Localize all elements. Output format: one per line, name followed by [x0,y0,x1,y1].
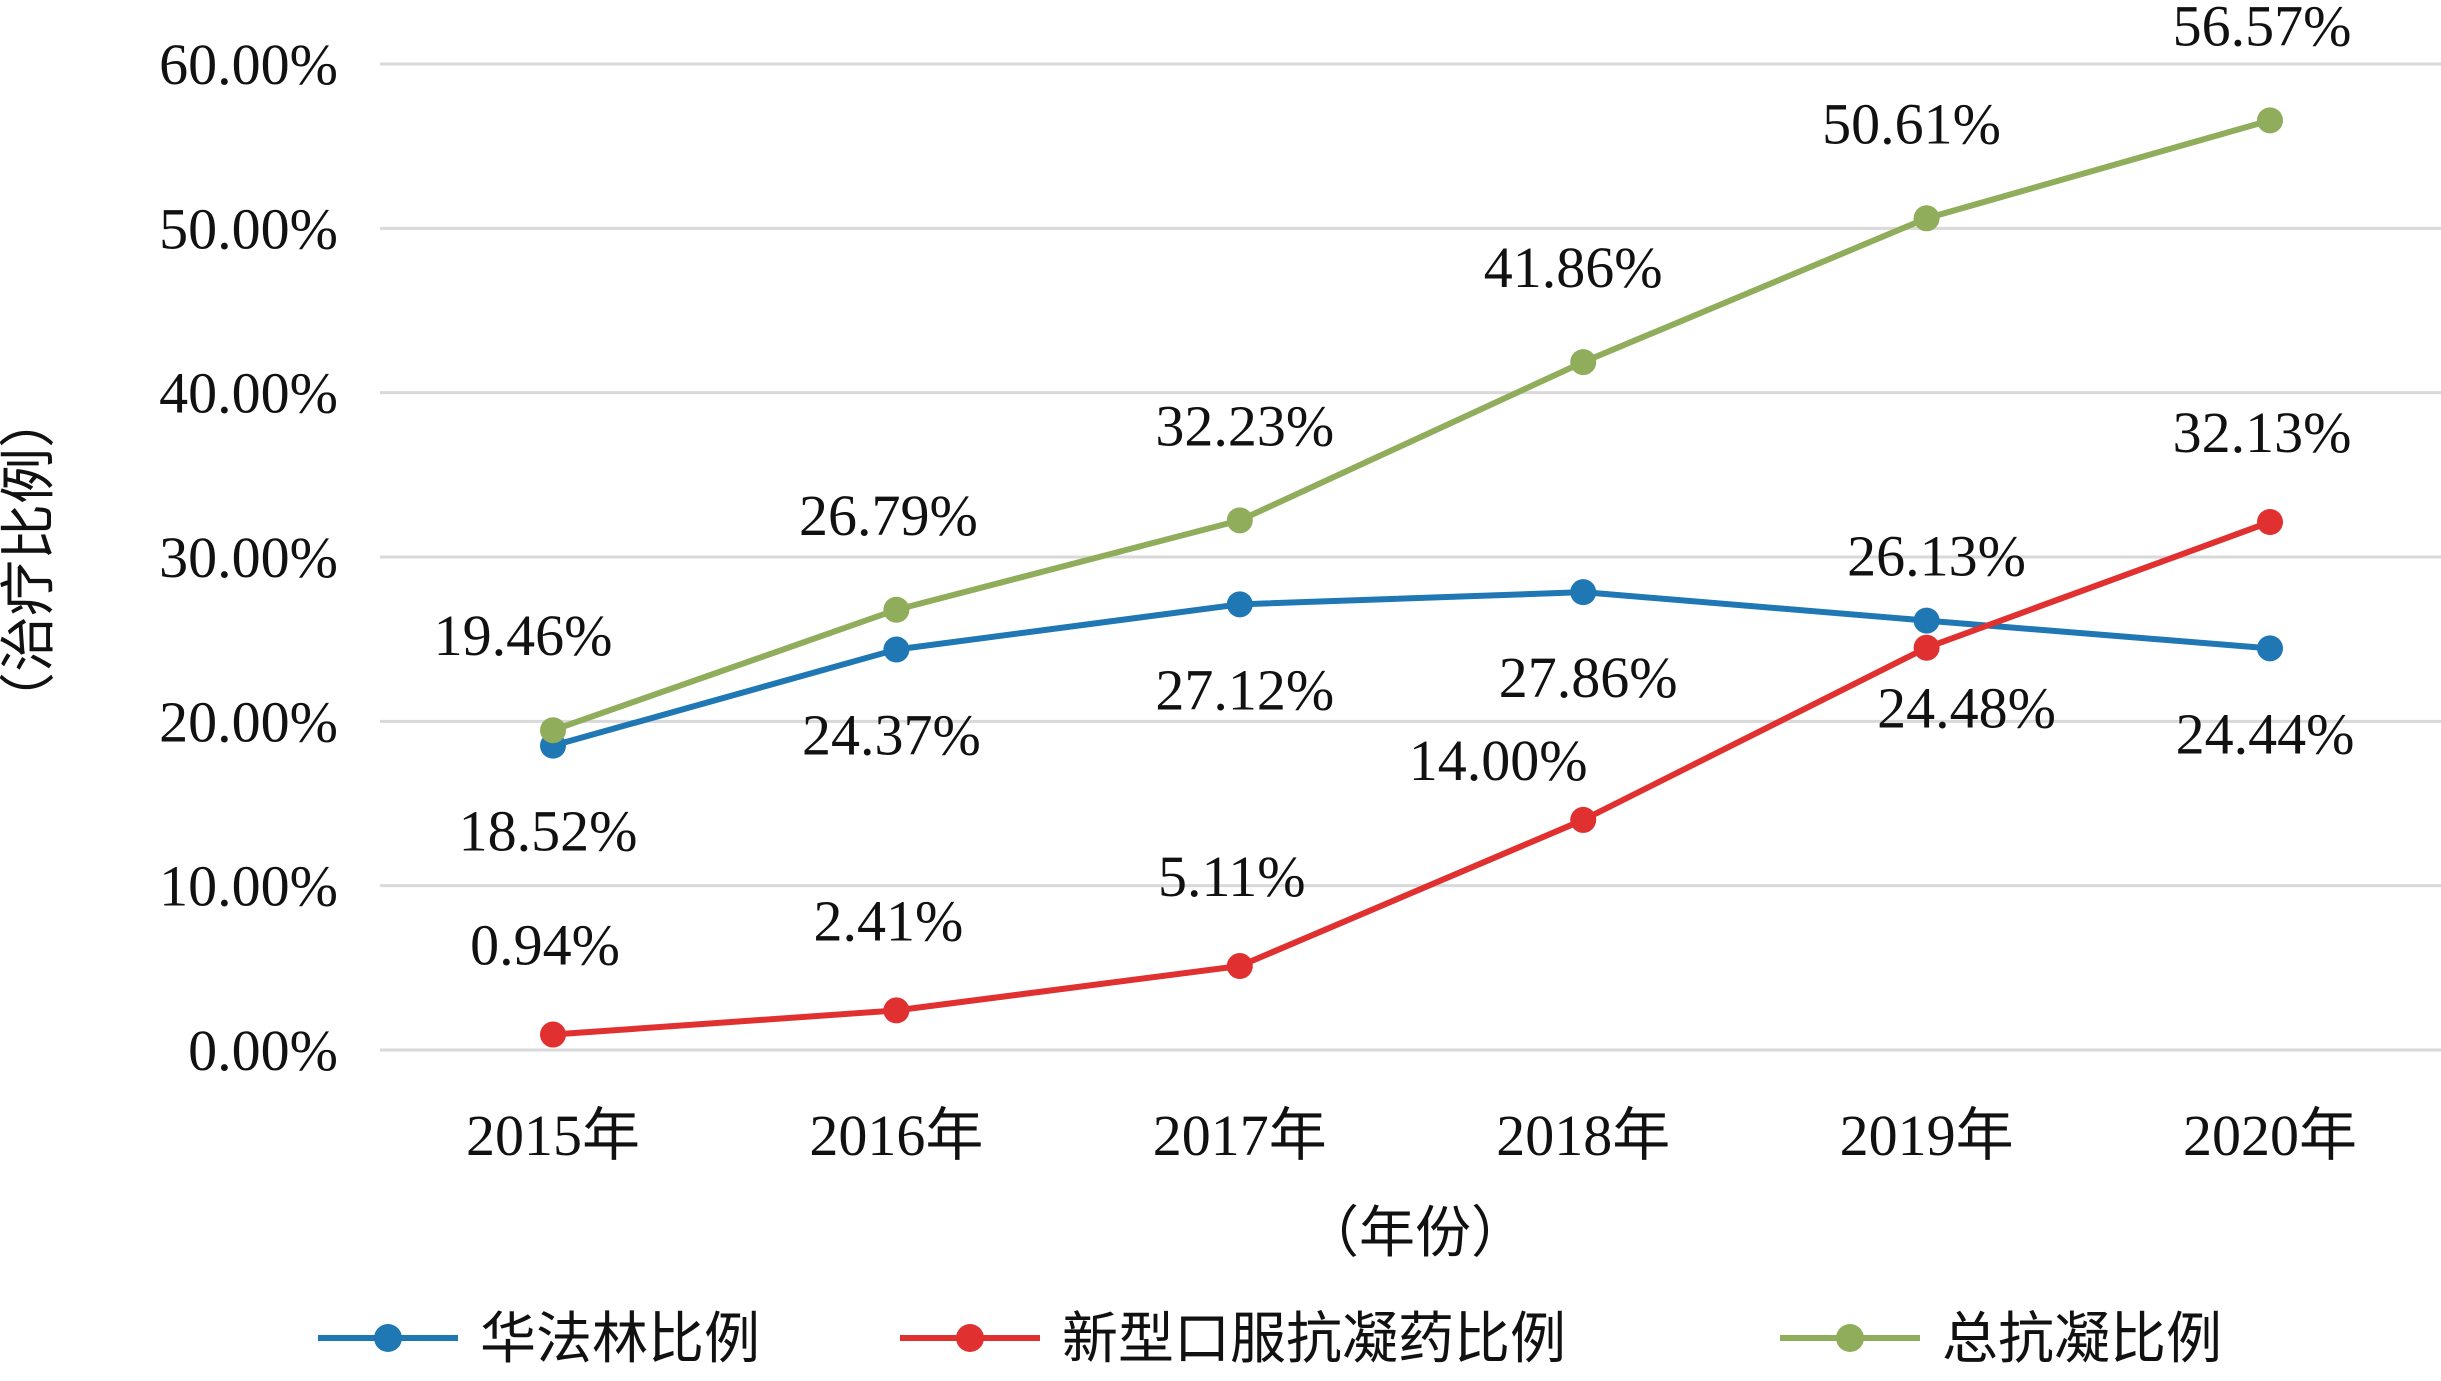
data-label: 26.13% [1847,524,2026,589]
y-tick-label: 0.00% [188,1018,338,1083]
data-labels: 18.52% 24.37% 27.12% 27.86% 26.13% 24.44% 0.94… [434,0,2355,978]
data-point [1913,634,1940,661]
data-point [1226,507,1253,534]
data-label: 24.44% [2176,701,2355,766]
data-point [1570,806,1597,833]
legend-label: 总抗凝比例 [1942,1307,2222,1372]
y-tick-label: 60.00% [159,32,338,97]
data-point [1913,607,1940,634]
x-axis-ticks: 2015年 2016年 2017年 2018年 2019年 2020年 [466,1103,2357,1168]
x-tick-label: 2016年 [809,1103,983,1168]
legend-label: 新型口服抗凝药比例 [1062,1307,1566,1372]
data-point [1913,205,1940,232]
series-lines [540,107,2283,1048]
data-label: 41.86% [1484,235,1663,300]
x-tick-label: 2017年 [1153,1103,1327,1168]
x-tick-label: 2019年 [1840,1103,2014,1168]
data-point [1570,349,1597,376]
y-tick-label: 30.00% [159,525,338,590]
y-axis-title: （治疗比例） [0,392,62,728]
data-label: 26.79% [799,483,978,548]
data-label: 18.52% [459,799,638,864]
series-line [552,117,2271,734]
data-label: 14.00% [1409,728,1588,793]
data-label: 0.94% [470,913,620,978]
data-point [1226,591,1253,618]
data-point [1570,579,1597,606]
series-line [552,519,2272,1038]
legend-marker [374,1324,402,1352]
x-tick-label: 2018年 [1496,1103,1670,1168]
x-axis-title: （年份） [1303,1201,1527,1266]
data-label: 27.12% [1155,657,1334,722]
gridlines [380,62,2441,1052]
y-tick-label: 10.00% [159,854,338,919]
legend-marker [1836,1324,1864,1352]
data-point [540,717,566,744]
legend-label: 华法林比例 [480,1307,760,1372]
data-label: 50.61% [1822,91,2001,156]
y-tick-label: 40.00% [159,361,338,426]
data-label: 24.37% [802,703,981,768]
x-tick-label: 2015年 [466,1103,640,1168]
data-point [883,596,910,623]
y-tick-label: 50.00% [159,196,338,261]
data-label: 32.23% [1155,393,1334,458]
data-label: 56.57% [2173,0,2352,58]
x-tick-label: 2020年 [2183,1103,2357,1168]
legend: 华法林比例 新型口服抗凝药比例 总抗凝比例 [318,1307,2222,1372]
y-axis-ticks: 0.00% 10.00% 20.00% 30.00% 40.00% 50.00% 60.00… [159,32,338,1083]
data-point [883,997,910,1024]
data-point [540,1021,566,1048]
data-point [1226,953,1253,980]
data-point [2257,107,2283,134]
data-label: 5.11% [1158,844,1306,909]
data-point [2257,508,2283,535]
data-label: 19.46% [434,603,613,668]
data-label: 27.86% [1499,645,1678,710]
data-label: 2.41% [813,888,963,953]
y-tick-label: 20.00% [159,689,338,754]
legend-marker [956,1324,984,1352]
data-label: 32.13% [2173,400,2352,465]
data-point [883,636,910,663]
data-point [2257,635,2283,662]
data-label: 24.48% [1877,676,2056,741]
